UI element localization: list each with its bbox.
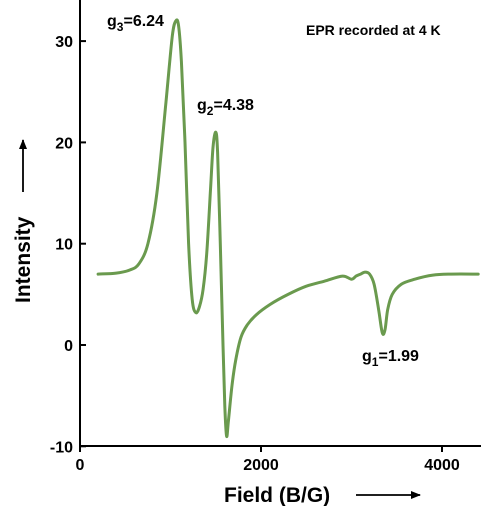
y-axis-title: Intensity [12,216,35,303]
series-line-epr-signal [96,18,480,439]
x-axis-title-group: Field (B/G) [224,484,421,506]
annotation-value: =6.24 [123,13,164,30]
y-tick-label: 0 [64,338,73,355]
x-tick-label: 0 [76,457,85,474]
x-tick-label: 4000 [424,457,460,474]
y-axis-title-group: Intensity [12,139,35,303]
x-axis-title: Field (B/G) [224,484,330,506]
annotation-g1: g1=1.99 [362,348,419,369]
annotation-base: g [362,348,372,365]
corner-note: EPR recorded at 4 K [306,22,441,38]
annotation-value: =4.38 [213,97,254,114]
y-axis-ticks: -10 0 10 20 30 [50,34,86,456]
y-tick-label: 20 [55,135,73,152]
annotation-g3: g3=6.24 [107,13,164,34]
annotation-subscript: 3 [117,20,124,34]
annotation-value: =1.99 [378,348,419,365]
annotation-subscript: 2 [207,104,214,118]
annotation-g2: g2=4.38 [197,97,254,118]
annotation-base: g [107,13,117,30]
y-tick-label: 10 [55,237,73,254]
x-tick-label: 2000 [243,457,279,474]
annotation-base: g [197,97,207,114]
y-tick-label: 30 [55,34,73,51]
annotation-subscript: 1 [372,355,379,369]
y-tick-label: -10 [50,439,73,456]
x-axis-ticks: 0 2000 4000 [76,446,460,474]
